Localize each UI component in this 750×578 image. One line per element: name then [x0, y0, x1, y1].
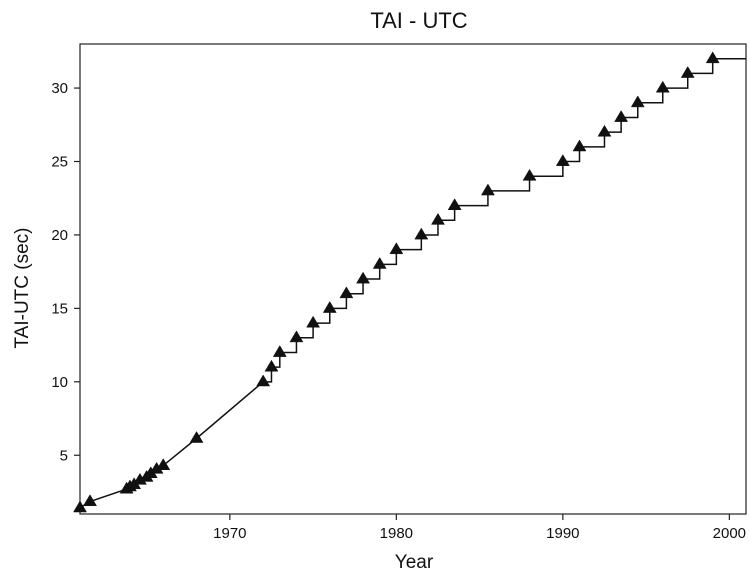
y-tick-label: 20	[51, 227, 68, 244]
triangle-marker-point	[322, 301, 337, 313]
triangle-marker-point	[680, 66, 695, 78]
y-axis-ticks: 5 10 15 20 25 30	[51, 80, 80, 464]
triangle-marker-point	[389, 242, 404, 255]
triangle-marker-point	[156, 458, 171, 470]
chart-title: TAI - UTC	[370, 8, 467, 33]
y-axis-label: TAI-UTC (sec)	[12, 227, 33, 348]
x-axis-label: Year	[395, 552, 434, 573]
x-tick-label: 1990	[546, 525, 579, 542]
triangle-marker-point	[189, 431, 204, 443]
triangle-marker-point	[614, 110, 629, 122]
x-tick-label: 1970	[213, 525, 246, 542]
triangle-marker-point	[480, 183, 495, 196]
x-tick-label: 2000	[713, 525, 746, 542]
x-tick-label: 1980	[380, 525, 413, 542]
triangle-marker-point	[356, 271, 370, 284]
y-tick-label: 15	[51, 300, 68, 317]
y-tick-label: 25	[51, 154, 68, 171]
x-axis-ticks: 1970 1980 1990 2000	[213, 514, 746, 542]
triangle-marker-point	[447, 198, 462, 210]
triangle-marker-point	[83, 494, 97, 506]
y-tick-label: 5	[60, 447, 68, 464]
triangle-marker-point	[264, 359, 279, 372]
y-tick-label: 30	[51, 80, 68, 97]
triangle-marker-point	[522, 168, 537, 181]
triangle-marker-point	[705, 51, 720, 64]
triangle-marker-point	[372, 257, 387, 269]
triangle-marker-point	[256, 374, 271, 387]
data-point-markers	[73, 51, 720, 513]
triangle-marker-point	[630, 95, 645, 108]
triangle-marker-point	[572, 139, 587, 152]
triangle-marker-point	[289, 330, 304, 343]
tai-utc-series-line	[79, 57, 746, 509]
plot-area-frame	[79, 43, 747, 515]
triangle-marker-point	[655, 80, 670, 93]
triangle-marker-point	[272, 345, 287, 357]
triangle-marker-point	[555, 154, 570, 166]
triangle-marker-point	[431, 212, 445, 225]
triangle-marker-point	[73, 500, 87, 513]
triangle-marker-point	[597, 124, 612, 137]
triangle-marker-point	[414, 227, 429, 240]
triangle-marker-point	[306, 315, 321, 328]
triangle-marker-point	[339, 286, 354, 299]
y-tick-label: 10	[51, 374, 68, 391]
